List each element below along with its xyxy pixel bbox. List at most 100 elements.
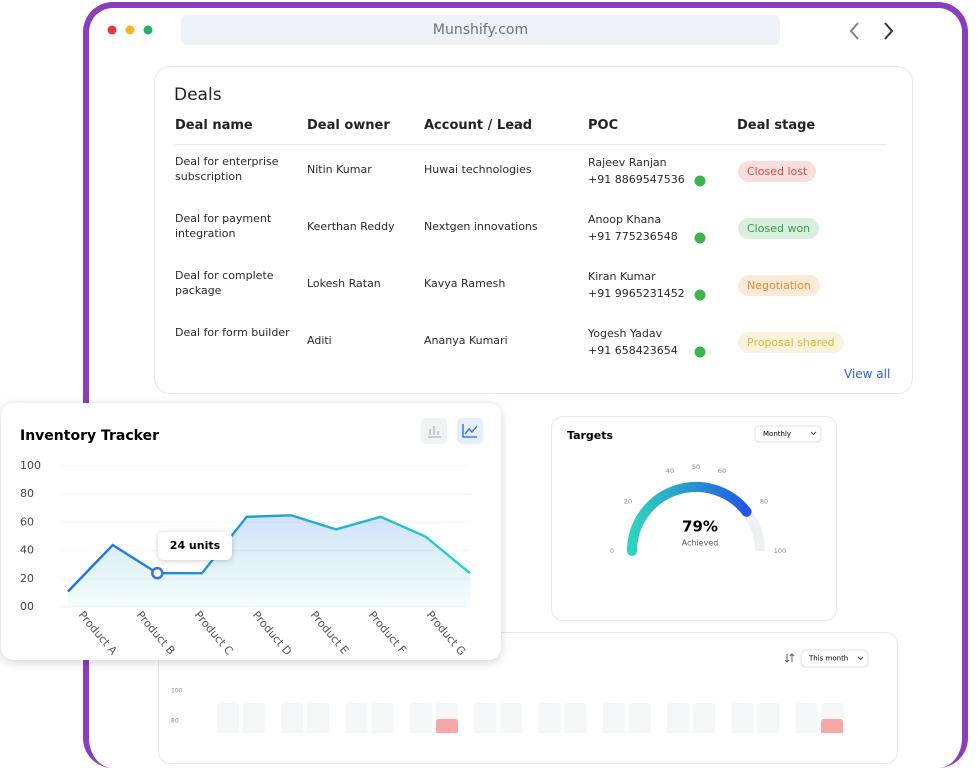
targets-gauge: Targets Monthly 0 20 40 50 60 80 100 79% Achieved [567,425,822,556]
whatsapp-icon[interactable] [694,175,706,187]
gauge-tick-label: 0 [610,547,614,555]
y-tick-label: 80 [20,487,34,500]
bar-placeholder [731,703,754,733]
y-tick-label: 40 [20,544,34,557]
area [68,515,470,607]
poc-phone: +91 8869547536 [588,173,685,186]
whatsapp-dot [694,346,706,358]
tooltip-text: 24 units [170,539,221,552]
bar-chart: This month 100 80 [171,649,869,733]
bar-placeholder [538,703,561,733]
stage-pill: Negotiation [738,275,820,296]
targets-card: Targets Monthly 0 20 40 50 60 80 100 79% Achieved [551,416,837,621]
gauge-end [741,506,752,517]
deal-account: Kavya Ramesh [424,277,506,290]
whatsapp-icon[interactable] [694,346,706,358]
y-tick-label: 20 [20,572,34,585]
deal-account: Huwai technologies [424,163,532,176]
bar-placeholder [500,703,523,733]
bar-icon [428,426,441,438]
deal-name: Deal for complete package [175,269,274,297]
bar-placeholder [243,703,265,733]
poc-name: Anoop Khana [588,213,662,226]
poc-phone: +91 775236548 [588,230,678,243]
bar-placeholder [217,703,239,733]
x-tick-label: Product F [366,609,409,657]
line [67,514,471,593]
deal-owner: Lokesh Ratan [307,277,381,290]
line-view-button [457,418,483,444]
deal-owner: Nitin Kumar [307,163,372,176]
x-tick-label: Product A [76,609,120,658]
poc-name: Kiran Kumar [588,270,656,283]
bar-placeholder [409,703,432,733]
bar-placeholder [757,703,780,733]
dropdown-box [800,649,869,668]
whatsapp-icon[interactable] [694,232,706,244]
gauge-tick-label: 60 [718,467,726,475]
bar-placeholder [564,703,587,733]
poc-name: Rajeev Ranjan [588,156,667,169]
y-tick-label: 100 [171,688,183,695]
x-tick-label: Product E [308,609,352,657]
nav-arrows[interactable] [840,18,900,44]
period-dropdown[interactable]: Monthly [754,425,822,443]
gauge-tick-label: 20 [624,498,632,506]
gauge-tick-label: 50 [692,463,700,471]
dropdown-label: This month [808,655,848,663]
bar-placeholder [345,703,368,733]
deal-name: Deal for form builder [175,326,290,339]
deals-card: Deals View all Deal name Deal owner Accoun… [154,66,913,394]
browser-frame [83,2,968,768]
stage-pill: Closed lost [738,161,817,182]
chevron [857,656,864,661]
gauge-title: Targets [567,429,614,442]
window-dots [107,25,153,35]
deal-name: Deal for enterprise subscription [175,155,279,183]
gauge-tick-label: 100 [774,547,786,555]
bar-placeholder [628,703,651,733]
chart-type-buttons[interactable] [421,418,483,444]
bar-highlight [436,719,458,733]
whatsapp-dot [694,175,706,187]
gauge-value: 79% [682,518,718,536]
dropdown-box [754,425,822,443]
bar-placeholder [281,703,304,733]
deals-title: Deals [174,85,222,105]
column-header: Deal owner [307,118,390,133]
line-icon [462,424,478,438]
bar-placeholder [602,703,625,733]
x-tick-label: Product C [192,609,236,658]
deal-owner: Keerthan Reddy [307,220,395,233]
gauge-caption: Achieved [682,539,719,548]
column-header: POC [588,118,619,133]
column-header: Deal stage [737,118,816,133]
y-tick-label: 80 [171,718,179,725]
bar-placeholder [371,703,394,733]
x-tick-label: Product D [250,609,294,659]
chevron [810,431,817,436]
stage-pill: Closed won [738,218,820,239]
y-tick-label: 60 [20,515,34,528]
view-all-link[interactable]: View all [844,367,891,381]
inventory-card: Inventory Tracker 00 20 40 60 80 100 24 units Pr… [1,403,501,660]
deal-owner: Aditi [307,334,332,347]
whatsapp-dot [694,289,706,301]
bar-placeholder [795,703,818,733]
url-bar[interactable]: Munshify.com [181,15,780,45]
highlight-point [151,566,164,580]
column-header: Account / Lead [424,118,533,133]
bar-highlight [821,719,843,733]
dropdown-label: Monthly [763,430,791,438]
deal-account: Ananya Kumari [424,334,508,347]
period-dropdown[interactable]: This month [784,649,869,668]
x-tick-label: Product B [134,609,178,658]
whatsapp-icon[interactable] [694,289,706,301]
poc-name: Yogesh Yadav [588,327,663,340]
bar-placeholder [667,703,690,733]
stage-pill: Proposal shared [738,332,844,353]
deal-name: Deal for payment integration [175,212,272,240]
y-tick-label: 00 [20,600,34,613]
gauge-tick-label: 80 [760,498,768,506]
